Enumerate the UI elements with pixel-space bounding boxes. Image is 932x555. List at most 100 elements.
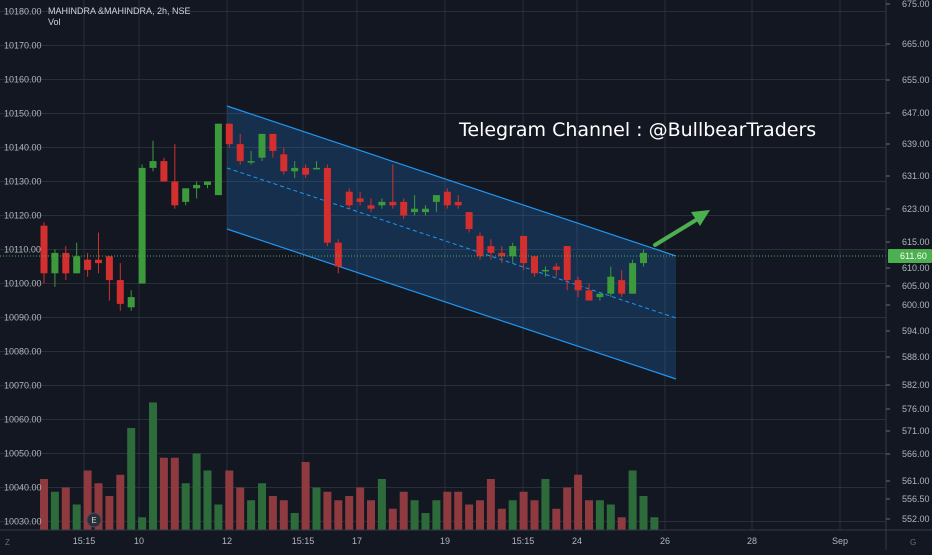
candle-body <box>73 256 81 274</box>
left-axis-tick-label: 10150.00 <box>4 109 42 119</box>
candles <box>40 123 647 311</box>
candle-body <box>411 208 419 213</box>
candle-body <box>334 242 342 267</box>
right-price-axis[interactable]: 552.00 556.50 561.00 566.00 571.00 576.00 582.… <box>886 0 932 524</box>
candle-body <box>552 266 560 270</box>
volume-bar <box>72 504 81 530</box>
channel-mid-line <box>226 167 677 319</box>
volume-bar <box>508 500 517 530</box>
event-badge[interactable]: E <box>86 512 102 528</box>
volume-bar <box>486 479 495 530</box>
channel-upper-line[interactable] <box>226 105 677 257</box>
candle-body <box>618 280 626 294</box>
right-axis-tick-label: 588.00 <box>902 352 930 362</box>
candle-body <box>465 212 473 230</box>
candle <box>116 263 124 311</box>
candle <box>269 133 277 158</box>
candle-body <box>607 276 615 294</box>
channel-lower-line[interactable] <box>226 228 677 380</box>
volume-bar <box>388 508 397 530</box>
volume-bar <box>443 491 452 530</box>
candle-body <box>258 133 266 158</box>
right-axis-tick-label: 576.00 <box>902 404 930 414</box>
time-axis[interactable]: 15:15 10 12 15:15 17 19 15:15 24 26 28 Sep <box>0 529 932 546</box>
volume-bar <box>149 402 157 530</box>
time-axis-tick-label: 15:15 <box>73 536 96 546</box>
candle <box>618 269 626 298</box>
candle-body <box>443 191 451 206</box>
volume-bar <box>399 491 408 530</box>
candle-body <box>563 246 571 281</box>
candle <box>629 259 637 294</box>
left-axis-tick-label: 10100.00 <box>4 279 42 289</box>
volume-bar <box>563 487 572 530</box>
left-axis-tick-label: 10160.00 <box>4 75 42 85</box>
time-axis-tick-label: 12 <box>222 536 232 546</box>
left-axis-tick-label: 10040.00 <box>4 483 42 493</box>
candle <box>400 198 408 219</box>
volume-bar <box>421 513 430 530</box>
left-axis-tick-label: 10030.00 <box>4 517 42 527</box>
volume-bar <box>530 500 539 530</box>
candle <box>40 222 48 284</box>
volume-bar <box>225 470 234 530</box>
candle-body <box>476 235 484 257</box>
volume-bar <box>585 500 593 530</box>
volume-bar <box>552 508 561 530</box>
current-price-label: 611.60 <box>900 251 927 261</box>
candle <box>345 188 353 209</box>
candle <box>225 123 233 148</box>
candle <box>531 256 538 277</box>
candle-body <box>84 259 92 270</box>
candle-body <box>62 252 70 274</box>
event-badge-circle[interactable] <box>86 512 102 528</box>
left-axis-tick-label: 10130.00 <box>4 177 42 187</box>
candle <box>432 195 440 213</box>
volume-bar <box>268 496 277 530</box>
time-axis-tick-label: 28 <box>747 536 757 546</box>
candle-body <box>454 201 462 206</box>
left-price-axis: 10030.00 10040.00 10050.00 10060.00 10070.00… <box>4 7 42 527</box>
candle-body <box>116 280 124 304</box>
candle <box>214 123 222 196</box>
volume-bar <box>301 462 310 530</box>
volume-bar <box>247 500 256 530</box>
candle <box>193 181 201 199</box>
time-axis-tick-label: Sep <box>832 536 848 546</box>
right-axis-tick-label: 552.00 <box>902 514 930 524</box>
time-axis-tick-label: 15:15 <box>292 536 315 546</box>
settings-corner-label[interactable]: G <box>910 538 916 547</box>
volume-bar <box>105 496 114 530</box>
candle <box>607 266 615 298</box>
volume-bar <box>541 479 550 530</box>
volume-bar <box>94 483 103 530</box>
candle-body <box>432 195 440 202</box>
volume-bar <box>116 474 125 530</box>
volume-bar <box>595 500 604 530</box>
candle <box>552 263 560 277</box>
volume-label: Vol <box>48 17 61 27</box>
candle <box>171 144 179 209</box>
candle-body <box>389 201 397 206</box>
time-axis-tick-label: 24 <box>572 536 582 546</box>
right-axis-tick-label: 582.00 <box>902 380 930 390</box>
candle <box>291 161 299 179</box>
volume-bar <box>377 479 386 530</box>
candle-body <box>520 235 528 264</box>
right-axis-tick-label: 655.00 <box>902 75 930 85</box>
right-axis-tick-label: 665.00 <box>902 39 930 49</box>
left-axis-tick-label: 10140.00 <box>4 143 42 153</box>
time-axis-tick-label: 19 <box>440 536 450 546</box>
candle <box>280 147 288 175</box>
candle <box>182 188 190 206</box>
arrow-shaft <box>653 218 698 247</box>
candle <box>127 290 135 311</box>
candle-body <box>291 167 299 172</box>
left-axis-tick-label: 10180.00 <box>4 7 42 17</box>
price-channel[interactable] <box>226 105 677 380</box>
candle-body <box>629 263 637 294</box>
candle-body <box>422 208 429 213</box>
timezone-corner-label[interactable]: Z <box>5 538 10 547</box>
